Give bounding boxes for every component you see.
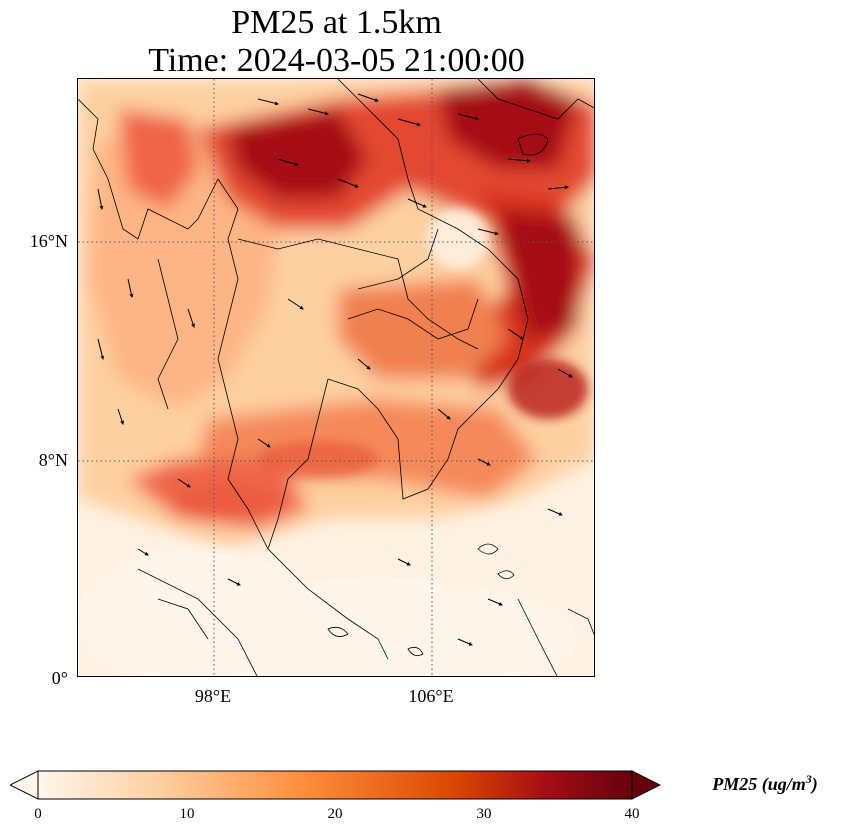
wind-vectors — [97, 93, 573, 646]
colorbar-extend-high — [631, 770, 661, 800]
map-title: PM25 at 1.5km — [231, 4, 442, 41]
colorbar-label: PM25 (ug/m3) — [690, 772, 840, 795]
coastlines-and-borders — [78, 79, 594, 676]
map-subtitle-time: Time: 2024-03-05 21:00:00 — [148, 42, 525, 79]
colorbar-tick-30: 30 — [476, 806, 492, 822]
colorbar-label-end: ) — [811, 774, 818, 794]
colorbar-extend-low — [10, 770, 39, 800]
lat-label-16n: 16°N — [29, 231, 68, 251]
pm25-field-map — [78, 79, 594, 676]
colorbar-gradient — [37, 770, 633, 800]
colorbar-tick-10: 10 — [179, 806, 195, 822]
lon-label-106e: 106°E — [408, 686, 454, 706]
colorbar-tick-0: 0 — [34, 806, 42, 822]
graticule — [78, 79, 594, 676]
colorbar — [10, 770, 661, 800]
map-panel — [77, 78, 595, 677]
colorbar-tick-40: 40 — [624, 806, 640, 822]
lon-label-98e: 98°E — [194, 686, 232, 706]
lat-label-8n: 8°N — [38, 450, 68, 470]
lat-label-0: 0° — [51, 668, 68, 688]
pm25-concentration-field — [78, 79, 594, 549]
colorbar-label-main: PM25 (ug/m — [712, 774, 806, 794]
colorbar-tick-20: 20 — [327, 806, 343, 822]
colorbar-label-exponent: 3 — [805, 772, 812, 786]
